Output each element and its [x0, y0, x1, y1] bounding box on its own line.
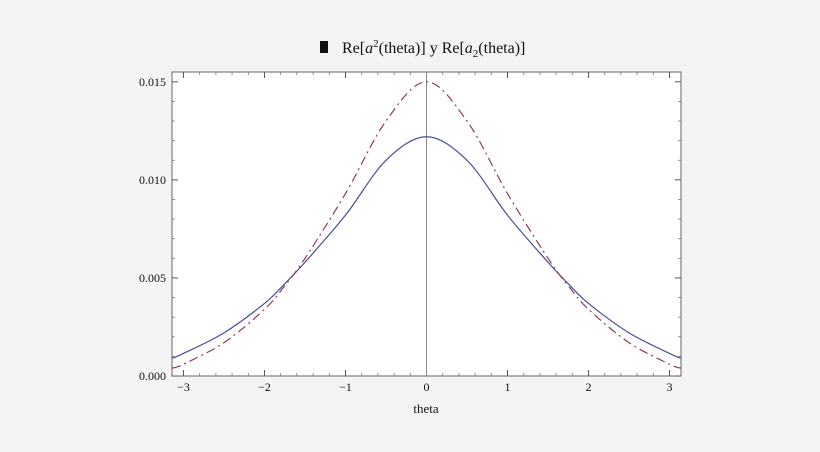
legend-marker	[320, 41, 328, 53]
x-axis-label: theta	[413, 401, 438, 416]
series-layer	[171, 81, 682, 369]
series-line-1	[171, 136, 682, 359]
x-tick-label: −2	[258, 380, 271, 394]
axis-ticks	[172, 72, 681, 377]
x-tick-label: −3	[177, 380, 190, 394]
tick-labels: −3 −2 −1 0 1 2 3 0.000 0.005 0.010 0.015	[139, 75, 673, 394]
title-prefix: Re[	[342, 40, 365, 57]
title-suffix: (theta)]	[478, 40, 525, 57]
y-tick-label: 0.005	[139, 271, 166, 285]
x-tick-label: 1	[505, 380, 511, 394]
y-tick-label: 0.015	[139, 75, 166, 89]
x-tick-label: −1	[339, 380, 352, 394]
title-subscript: 2	[473, 48, 479, 60]
title-middle: (theta)] y Re[	[379, 40, 465, 57]
chart-title: Re[a2(theta)] y Re[a2(theta)]	[320, 38, 525, 60]
series-line-2	[171, 81, 682, 369]
title-var-1: a	[365, 40, 373, 57]
title-var-2: a	[465, 40, 473, 57]
title-superscript: 2	[373, 38, 379, 50]
x-tick-label: 2	[586, 380, 592, 394]
chart-title-text: Re[a2(theta)] y Re[a2(theta)]	[342, 38, 525, 60]
y-tick-label: 0.000	[139, 369, 166, 383]
x-tick-label: 3	[667, 380, 673, 394]
y-tick-label: 0.010	[139, 173, 166, 187]
x-tick-label: 0	[424, 380, 430, 394]
